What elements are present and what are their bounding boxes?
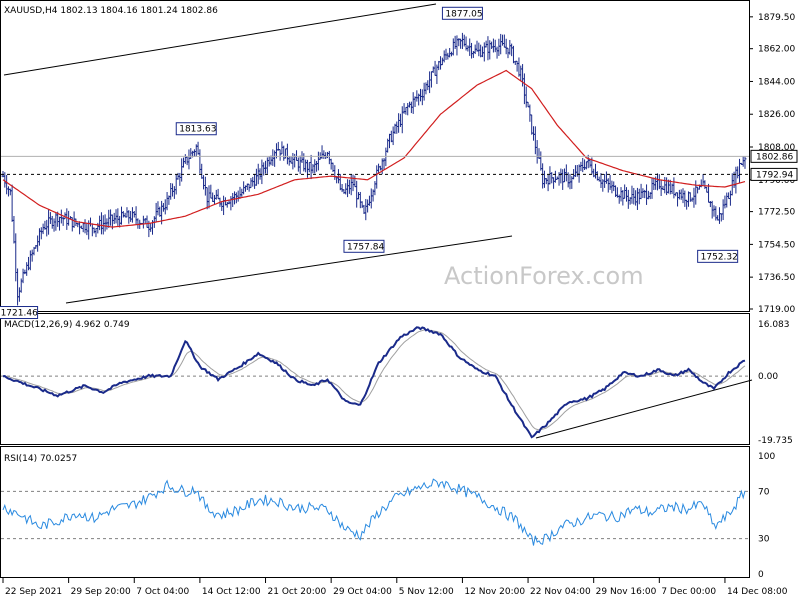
time-axis: 22 Sep 2021 29 Sep 20:00 7 Oct 04:00 14 Oct… <box>2 578 788 597</box>
macd-trend-line <box>535 379 753 439</box>
moving-average-line <box>2 69 746 228</box>
rsi-axis: 100 70 30 0 <box>758 452 775 580</box>
annotation-label: 1721.46 <box>1 309 38 319</box>
macd-axis: 16.083 0.00 -19.735 <box>758 320 793 446</box>
time-tick-label: 14 Oct 12:00 <box>202 587 261 597</box>
price-annotation: 1757.84 <box>343 239 385 253</box>
time-tick-label: 7 Oct 04:00 <box>136 587 189 597</box>
macd-path <box>2 326 746 439</box>
channel-upper-line <box>3 3 437 76</box>
rsi-header: RSI(14) 70.0257 <box>4 454 77 464</box>
price-annotation: 1877.05 <box>441 6 483 20</box>
annotation-box <box>343 239 385 253</box>
macd-tick-label: -19.735 <box>758 436 793 446</box>
support-price-box <box>750 167 798 181</box>
rsi-line <box>2 478 746 546</box>
price-annotations: 1721.46 1813.63 1757.84 1877.05 1752.32 <box>0 6 739 320</box>
price-annotation: 1813.63 <box>175 122 217 136</box>
annotation-box <box>441 6 483 20</box>
time-tick-label: 7 Dec 00:00 <box>661 587 716 597</box>
annotation-label: 1877.05 <box>445 9 482 19</box>
time-tick-label: 29 Sep 20:00 <box>71 587 131 597</box>
channel-lower-line <box>65 235 513 304</box>
price-tick-label: 1826.00 <box>758 110 795 120</box>
support-price-label: 1792.94 <box>756 170 793 180</box>
price-annotation: 1721.46 <box>0 306 39 320</box>
current-price-box <box>750 149 798 163</box>
macd-signal-path <box>3 329 746 431</box>
macd-panel-frame <box>0 313 750 445</box>
rsi-tick-label: 30 <box>758 535 770 545</box>
rsi-tick-label: 70 <box>758 487 770 497</box>
macd-header: MACD(12,26,9) 4.962 0.749 <box>4 320 130 330</box>
annotation-box <box>697 249 739 263</box>
rsi-panel-frame <box>0 446 750 578</box>
watermark: ActionForex.com <box>444 262 644 290</box>
price-tick-label: 1844.00 <box>758 77 795 87</box>
price-tick-label: 1772.50 <box>758 208 795 218</box>
annotation-label: 1813.63 <box>179 125 216 135</box>
time-tick-label: 29 Oct 04:00 <box>333 587 392 597</box>
time-tick-label: 29 Nov 16:00 <box>596 587 657 597</box>
macd-tick-label: 16.083 <box>758 320 790 330</box>
price-axis: 1879.501862.001844.001826.001808.001790.… <box>1 13 798 315</box>
annotation-label: 1752.32 <box>701 252 738 262</box>
rsi-gridlines <box>1 490 749 540</box>
macd-tick-label: 0.00 <box>758 372 778 382</box>
price-header: XAUUSD,H4 1802.13 1804.16 1801.24 1802.8… <box>4 6 218 16</box>
time-tick-label: 12 Nov 20:00 <box>464 587 525 597</box>
time-tick-label: 21 Oct 20:00 <box>268 587 327 597</box>
price-tick-label: 1808.00 <box>758 143 795 153</box>
macd-lines <box>2 326 746 439</box>
rsi-tick-label: 0 <box>758 570 764 580</box>
time-tick-label: 22 Nov 04:00 <box>530 587 591 597</box>
price-tick-label: 1754.50 <box>758 240 795 250</box>
rsi-tick-label: 100 <box>758 452 775 462</box>
price-tick-label: 1719.00 <box>758 305 795 315</box>
rsi-path <box>2 478 746 546</box>
time-tick-label: 5 Nov 12:00 <box>399 587 454 597</box>
ma-path <box>2 69 746 228</box>
price-annotation: 1752.32 <box>697 249 739 263</box>
current-price-label: 1802.86 <box>756 152 793 162</box>
annotation-box <box>0 306 39 320</box>
annotation-box <box>175 122 217 136</box>
time-tick-label: 14 Dec 08:00 <box>727 587 788 597</box>
annotation-label: 1757.84 <box>347 242 384 252</box>
time-tick-label: 22 Sep 2021 <box>5 587 62 597</box>
price-tick-label: 1862.00 <box>758 45 795 55</box>
price-bar <box>743 156 747 169</box>
price-tick-label: 1879.50 <box>758 13 795 23</box>
price-tick-label: 1736.50 <box>758 273 795 283</box>
